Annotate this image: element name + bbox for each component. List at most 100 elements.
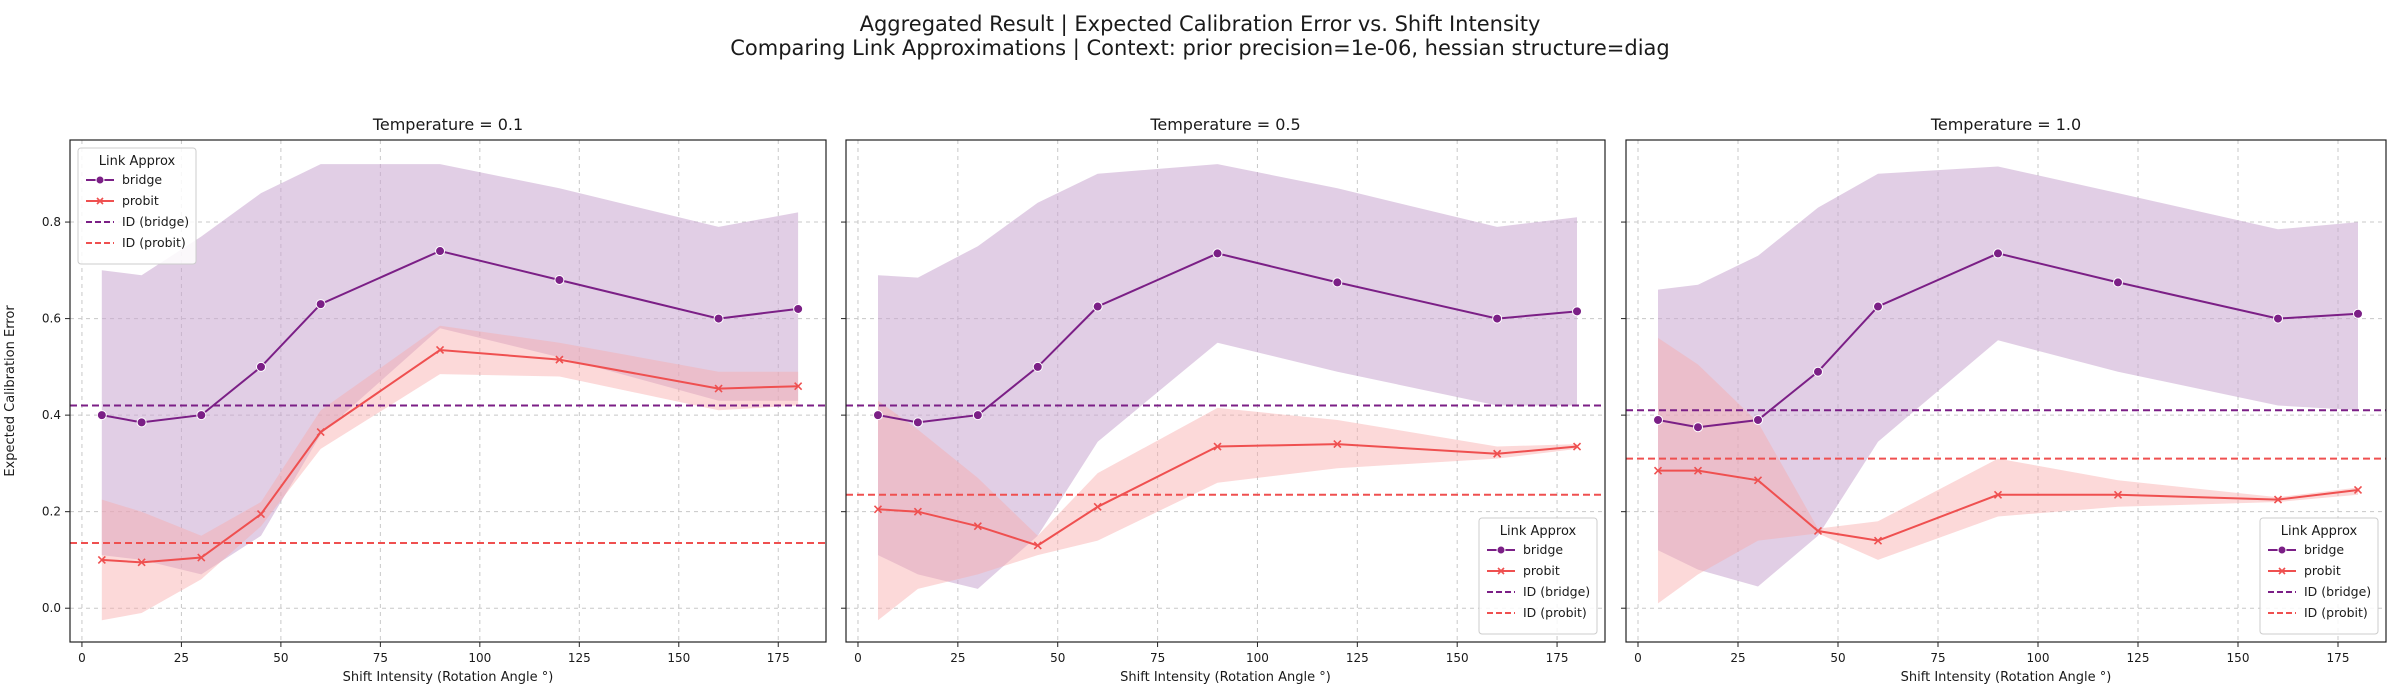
data-point-probit	[2113, 490, 2123, 499]
data-point-bridge	[872, 410, 883, 421]
legend: Link Approx bridge probit ID (bridge) ID (pr…	[2259, 517, 2379, 635]
x-tick-label: 175	[767, 651, 790, 665]
y-tick-label: 0.6	[42, 312, 61, 326]
legend-entry-label: bridge	[122, 172, 162, 187]
y-tick-label: 0.4	[42, 408, 61, 422]
legend-entry-label: ID (bridge)	[1523, 584, 1590, 599]
x-tick-label: 50	[1050, 651, 1065, 665]
data-point-probit	[316, 427, 325, 437]
x-axis-label: Shift Intensity (Rotation Angle °)	[343, 670, 554, 685]
data-point-probit	[794, 382, 803, 391]
data-point-bridge	[793, 303, 804, 314]
data-point-bridge	[713, 313, 724, 324]
y-tick-label: 0.8	[42, 215, 61, 229]
data-point-probit	[714, 384, 723, 393]
legend-entry-label: probit	[2304, 563, 2341, 578]
y-tick-label: 0.0	[42, 601, 61, 615]
data-point-probit	[2273, 495, 2283, 504]
legend-box	[2259, 517, 2379, 635]
x-tick-label: 25	[174, 651, 189, 665]
x-axis-label: Shift Intensity (Rotation Angle °)	[1120, 670, 1331, 685]
data-point-probit	[1693, 466, 1703, 475]
legend-box	[77, 147, 197, 265]
data-point-bridge	[435, 246, 446, 257]
legend-title: Link Approx	[99, 154, 176, 169]
data-point-bridge	[196, 410, 207, 421]
x-tick-label: 50	[273, 651, 288, 665]
data-point-bridge	[1572, 306, 1583, 317]
data-point-probit	[256, 510, 266, 519]
x-tick-label: 0	[854, 651, 862, 665]
legend-swatch-marker	[1496, 545, 1506, 555]
data-point-probit	[1493, 449, 1502, 458]
y-tick-label: 0.2	[42, 505, 61, 519]
x-tick-label: 0	[1634, 651, 1642, 665]
plot-frame	[1625, 139, 2387, 643]
confidence-band-probit	[101, 325, 799, 621]
data-point-probit	[555, 355, 564, 364]
data-point-bridge	[1873, 301, 1883, 312]
data-point-bridge	[2353, 308, 2363, 319]
x-tick-label: 125	[568, 651, 591, 665]
figure-title-line2: Comparing Link Approximations | Context:…	[730, 36, 1670, 61]
x-tick-label: 150	[2227, 651, 2250, 665]
legend-swatch-marker	[96, 197, 104, 205]
x-tick-label: 150	[1446, 651, 1469, 665]
data-point-bridge	[1492, 313, 1503, 324]
x-tick-label: 100	[1246, 651, 1269, 665]
x-tick-label: 150	[667, 651, 690, 665]
y-axis-label: Expected Calibration Error	[3, 305, 18, 477]
legend-entry-label: ID (bridge)	[2304, 584, 2371, 599]
x-tick-label: 25	[1730, 651, 1745, 665]
legend-box	[1478, 517, 1598, 635]
data-point-probit	[97, 555, 106, 565]
data-point-bridge	[1693, 422, 1703, 433]
x-tick-label: 100	[2027, 651, 2050, 665]
data-point-bridge	[255, 361, 266, 372]
x-tick-label: 175	[1546, 651, 1569, 665]
panel-title: Temperature = 0.1	[372, 115, 523, 134]
chart-panel-3: Temperature = 1.0 0 25 50 75 100 125 150 175 Shif…	[1621, 115, 2387, 685]
x-tick-label: 175	[2327, 651, 2350, 665]
legend: Link Approx bridge probit ID (bridge) ID (pr…	[1478, 517, 1598, 635]
data-point-bridge	[554, 274, 565, 285]
data-point-bridge	[1212, 248, 1223, 259]
x-tick-label: 75	[1930, 651, 1945, 665]
plot-frame	[69, 139, 827, 643]
confidence-band-bridge	[878, 164, 1577, 589]
data-point-bridge	[972, 410, 983, 421]
x-tick-label: 25	[950, 651, 965, 665]
data-point-probit	[1653, 466, 1663, 475]
x-tick-label: 100	[468, 651, 491, 665]
data-point-bridge	[1032, 361, 1043, 372]
legend-entry-label: bridge	[2304, 542, 2344, 557]
plot-frame	[845, 139, 1606, 643]
data-point-bridge	[96, 410, 107, 421]
data-point-bridge	[1753, 414, 1763, 425]
data-point-bridge	[136, 417, 147, 428]
legend-entry-label: ID (bridge)	[122, 214, 189, 229]
legend-entry-label: probit	[1523, 563, 1560, 578]
x-tick-label: 50	[1830, 651, 1845, 665]
confidence-band-bridge	[1658, 166, 2358, 587]
panels: Temperature = 0.1 0 25 50 75 100 125 150 175 0.0 0…	[3, 115, 2387, 685]
data-point-probit	[435, 345, 445, 355]
legend-title: Link Approx	[2281, 524, 2358, 539]
data-point-probit	[1333, 440, 1342, 449]
x-tick-label: 125	[2127, 651, 2150, 665]
legend-swatch-marker	[1497, 567, 1505, 575]
data-point-bridge	[912, 417, 923, 428]
legend-entry-label: ID (probit)	[2304, 605, 2368, 620]
data-point-bridge	[1653, 414, 1663, 425]
data-point-bridge	[1813, 366, 1823, 377]
confidence-band-bridge	[101, 164, 799, 575]
data-point-bridge	[1332, 277, 1343, 288]
data-point-probit	[1753, 476, 1763, 485]
data-point-bridge	[315, 299, 326, 310]
data-point-probit	[137, 558, 146, 567]
figure-title-line1: Aggregated Result | Expected Calibration…	[860, 12, 1541, 37]
data-point-probit	[1572, 442, 1582, 451]
confidence-band-probit	[878, 400, 1577, 621]
panel-title: Temperature = 1.0	[1930, 115, 2081, 134]
